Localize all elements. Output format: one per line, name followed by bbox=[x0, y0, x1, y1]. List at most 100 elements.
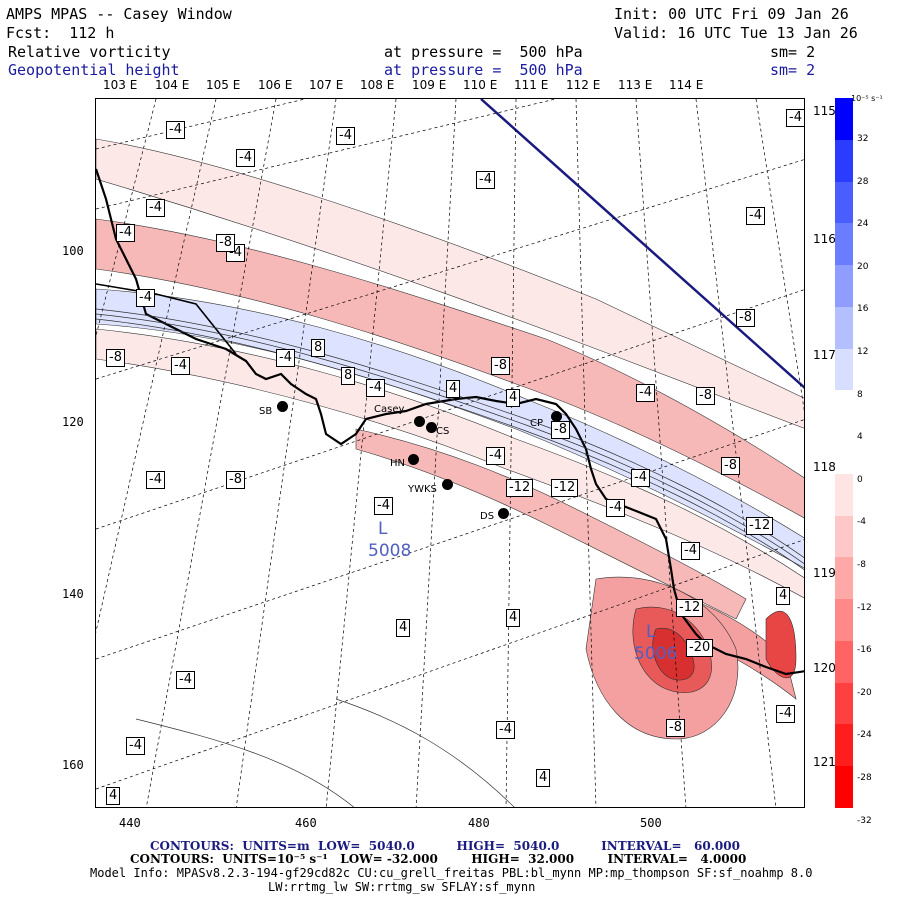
contour-label: -4 bbox=[146, 471, 165, 489]
chart-title: AMPS MPAS -- Casey Window bbox=[6, 5, 232, 23]
colorbar-segment bbox=[835, 348, 853, 391]
colorbar-label: 0 bbox=[857, 474, 863, 485]
colorbar-segment bbox=[835, 682, 853, 725]
longitude-label: 105 E bbox=[206, 78, 241, 92]
colorbar-segment bbox=[835, 766, 853, 809]
valid-time: Valid: 16 UTC Tue 13 Jan 26 bbox=[614, 24, 858, 42]
contour-label: -4 bbox=[166, 121, 185, 139]
station-label: HN bbox=[390, 458, 405, 469]
contour-label: 4 bbox=[536, 769, 551, 787]
contour-label: 4 bbox=[506, 389, 521, 407]
low-center-marker: L bbox=[378, 519, 388, 539]
contour-label: -4 bbox=[776, 705, 795, 723]
contour-label: -12 bbox=[506, 479, 534, 497]
contour-label: 4 bbox=[396, 619, 411, 637]
contour-label: -8 bbox=[226, 471, 245, 489]
contour-label: -4 bbox=[631, 469, 650, 487]
contour-label: -4 bbox=[496, 721, 515, 739]
station-marker bbox=[442, 479, 453, 490]
station-label: CP bbox=[530, 418, 544, 429]
station-marker bbox=[551, 411, 562, 422]
contour-label: -4 bbox=[636, 384, 655, 402]
contour-label: -4 bbox=[336, 127, 355, 145]
longitude-label: 109 E bbox=[412, 78, 447, 92]
contour-label: -12 bbox=[551, 479, 579, 497]
contour-label: -4 bbox=[136, 289, 155, 307]
colorbar-segment bbox=[835, 181, 853, 224]
contour-label: -4 bbox=[176, 671, 195, 689]
map-graphics bbox=[96, 99, 804, 807]
station-marker bbox=[408, 454, 419, 465]
colorbar-label: 12 bbox=[857, 347, 869, 357]
station-label: SB bbox=[259, 406, 273, 417]
geopotential-contour-5040 bbox=[480, 99, 804, 389]
longitude-label: 108 E bbox=[360, 78, 395, 92]
vorticity-band-2 bbox=[96, 218, 804, 519]
contour-label: -8 bbox=[551, 421, 570, 439]
colorbar-label: -8 bbox=[857, 560, 866, 570]
contour-label: -4 bbox=[366, 379, 385, 397]
x-tick-label: 480 bbox=[468, 816, 490, 830]
colorbar-label: -20 bbox=[857, 687, 872, 698]
forecast-hour: Fcst: 112 h bbox=[6, 24, 115, 42]
contour-label: -4 bbox=[126, 737, 145, 755]
colorbar-segment bbox=[835, 640, 853, 684]
contour-label: -4 bbox=[786, 109, 804, 127]
colorbar-label: 24 bbox=[857, 219, 869, 230]
contour-label: -4 bbox=[146, 199, 165, 217]
colorbar-label: -28 bbox=[857, 773, 872, 783]
y-tick-label: 100 bbox=[62, 244, 84, 258]
station-marker bbox=[426, 422, 437, 433]
field2-name: Geopotential height bbox=[8, 61, 180, 79]
contour-label: -4 bbox=[236, 149, 255, 167]
y-tick-label: 160 bbox=[62, 758, 84, 772]
contour-label: -8 bbox=[491, 357, 510, 375]
colorbar-segment bbox=[835, 98, 853, 141]
colorbar-label: 28 bbox=[857, 176, 869, 187]
colorbar bbox=[835, 98, 853, 809]
colorbar-segment bbox=[835, 306, 853, 350]
longitude-label: 114 E bbox=[669, 78, 704, 92]
longitude-label: 111 E bbox=[514, 78, 549, 92]
colorbar-label: 16 bbox=[857, 304, 869, 315]
station-label: CS bbox=[436, 426, 450, 437]
colorbar-segment bbox=[835, 432, 853, 475]
longitude-label: 104 E bbox=[155, 78, 190, 92]
contour-label: -8 bbox=[736, 309, 755, 327]
contour-label: 4 bbox=[506, 609, 521, 627]
station-marker bbox=[498, 508, 509, 519]
station-label: YWKS bbox=[408, 484, 437, 495]
contour-label: -8 bbox=[106, 349, 125, 367]
contour-label: 4 bbox=[106, 787, 121, 805]
x-tick-label: 460 bbox=[295, 816, 317, 830]
low-center-value: 5008 bbox=[368, 541, 412, 561]
contour-label: -4 bbox=[116, 224, 135, 242]
contour-label: 4 bbox=[446, 380, 461, 398]
colorbar-segment bbox=[835, 473, 853, 517]
station-marker bbox=[414, 416, 425, 427]
contour-label: -4 bbox=[681, 542, 700, 560]
colorbar-label: -24 bbox=[857, 730, 872, 741]
contour-label: -8 bbox=[666, 719, 685, 737]
field2-level: at pressure = 500 hPa bbox=[384, 61, 583, 79]
contour-label: -4 bbox=[374, 497, 393, 515]
field1-name: Relative vorticity bbox=[8, 43, 171, 61]
field1-level: at pressure = 500 hPa bbox=[384, 43, 583, 61]
vorticity-max-inner bbox=[652, 627, 695, 681]
colorbar-label: -32 bbox=[857, 815, 872, 826]
colorbar-label: -16 bbox=[857, 645, 872, 656]
contour-label: 8 bbox=[311, 339, 326, 357]
longitude-label: 110 E bbox=[463, 78, 498, 92]
colorbar-segment bbox=[835, 557, 853, 600]
station-marker bbox=[277, 401, 288, 412]
contour-label: -12 bbox=[676, 599, 704, 617]
colorbar-unit: 10⁻⁵ s⁻¹ bbox=[851, 94, 883, 103]
contour-label: -4 bbox=[171, 357, 190, 375]
longitude-label: 113 E bbox=[618, 78, 653, 92]
colorbar-segment bbox=[835, 265, 853, 308]
longitude-label: 107 E bbox=[309, 78, 344, 92]
contour-label: 4 bbox=[776, 587, 791, 605]
contour-label: -8 bbox=[696, 387, 715, 405]
contour-label: -4 bbox=[486, 447, 505, 465]
map-panel: -4 -4 -4 -4 -4 -4 -4 -4 -4 -8 -8 -4 -4 -4 -8 8 8 -4 4 4 -8 -4… bbox=[95, 98, 805, 808]
